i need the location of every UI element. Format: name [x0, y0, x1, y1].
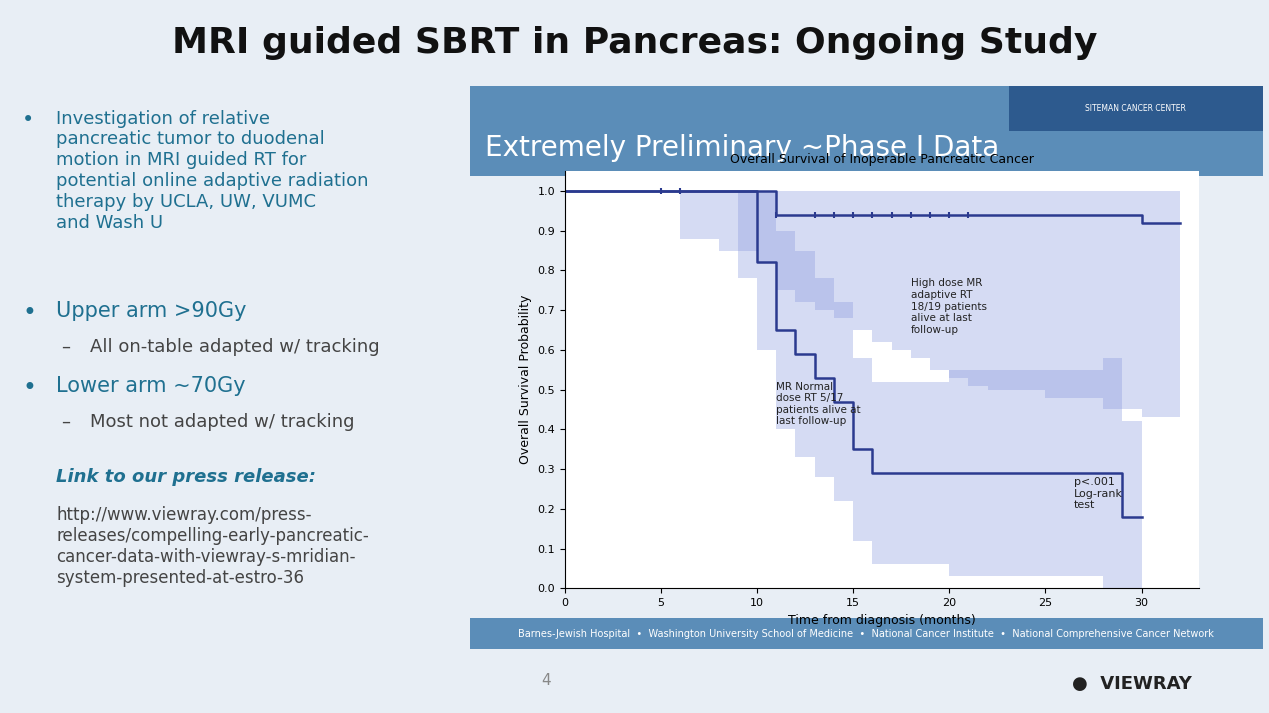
Text: SITEMAN CANCER CENTER: SITEMAN CANCER CENTER: [1085, 103, 1187, 113]
Text: 4: 4: [541, 673, 551, 689]
Text: –: –: [61, 338, 70, 356]
Text: Lower arm ~70Gy: Lower arm ~70Gy: [56, 376, 246, 396]
X-axis label: Time from diagnosis (months): Time from diagnosis (months): [788, 613, 976, 627]
Text: http://www.viewray.com/press-
releases/compelling-early-pancreatic-
cancer-data-: http://www.viewray.com/press- releases/c…: [56, 506, 369, 587]
Text: Most not adapted w/ tracking: Most not adapted w/ tracking: [90, 413, 354, 431]
Bar: [470, 86, 1263, 175]
Bar: [1009, 86, 1263, 130]
Y-axis label: Overall Survival Probability: Overall Survival Probability: [519, 295, 532, 464]
Text: All on-table adapted w/ tracking: All on-table adapted w/ tracking: [90, 338, 379, 356]
Text: •: •: [23, 301, 37, 325]
Title: Overall Survival of Inoperable Pancreatic Cancer: Overall Survival of Inoperable Pancreati…: [730, 153, 1034, 166]
Text: p<.001
Log-rank
test: p<.001 Log-rank test: [1075, 477, 1123, 511]
Text: High dose MR
adaptive RT
18/19 patients
alive at last
follow-up: High dose MR adaptive RT 18/19 patients …: [911, 278, 987, 335]
Text: MRI guided SBRT in Pancreas: Ongoing Study: MRI guided SBRT in Pancreas: Ongoing Stu…: [171, 26, 1098, 60]
Text: •: •: [23, 110, 34, 130]
Text: •: •: [23, 376, 37, 400]
Text: –: –: [61, 413, 70, 431]
Text: Upper arm >90Gy: Upper arm >90Gy: [56, 301, 246, 321]
Text: Investigation of relative
pancreatic tumor to duodenal
motion in MRI guided RT f: Investigation of relative pancreatic tum…: [56, 110, 368, 232]
Text: MR Normal
dose RT 5/17
patients alive at
last follow-up: MR Normal dose RT 5/17 patients alive at…: [777, 381, 860, 426]
Bar: [470, 618, 1263, 649]
Text: Link to our press release:: Link to our press release:: [56, 468, 316, 486]
Text: ●  VIEWRAY: ● VIEWRAY: [1072, 675, 1192, 693]
Text: Barnes-Jewish Hospital  •  Washington University School of Medicine  •  National: Barnes-Jewish Hospital • Washington Univ…: [518, 629, 1214, 639]
Text: Extremely Preliminary ~Phase I Data: Extremely Preliminary ~Phase I Data: [485, 133, 1000, 162]
